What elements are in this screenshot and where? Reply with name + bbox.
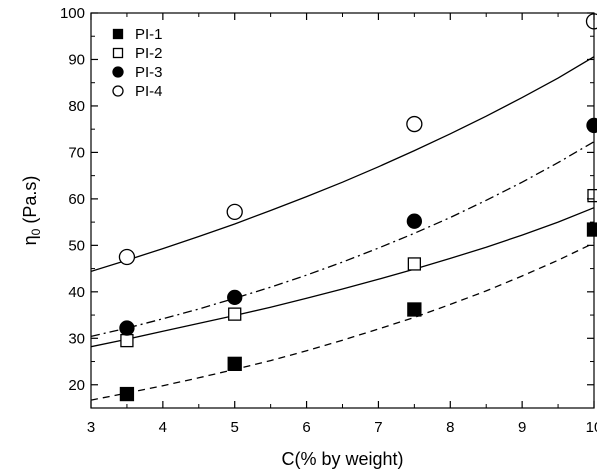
legend-marker-pi-4 — [112, 85, 124, 97]
data-point-pi-3 — [586, 117, 597, 134]
y-axis-title-subscript: 0 — [29, 228, 43, 235]
y-tick-label: 60 — [68, 191, 85, 208]
y-axis-title-symbol: η — [20, 235, 40, 245]
plot-frame — [90, 12, 595, 409]
data-point-pi-4 — [406, 115, 423, 133]
data-point-pi-3 — [406, 213, 423, 229]
legend-label-pi-3: PI-3 — [135, 64, 163, 81]
data-point-pi-4 — [585, 13, 597, 30]
x-tick-label: 6 — [302, 419, 310, 436]
data-point-pi-2 — [587, 188, 597, 203]
y-axis-title: η0 (Pa.s) — [20, 176, 43, 246]
data-point-pi-3 — [227, 289, 243, 306]
data-point-pi-1 — [407, 302, 422, 317]
fit-lines — [91, 53, 594, 401]
data-markers — [118, 13, 597, 402]
y-tick-label: 20 — [68, 377, 85, 394]
fit-line-pi-3 — [91, 139, 594, 338]
x-axis-ticks: 3 4 5 6 7 8 9 10 — [87, 13, 597, 436]
x-tick-label: 4 — [159, 419, 167, 436]
x-tick-label: 10 — [586, 419, 597, 436]
fit-line-pi-4 — [91, 53, 594, 273]
data-point-pi-1 — [586, 222, 597, 237]
legend-marker-pi-2 — [112, 47, 124, 59]
y-axis-ticks: 20 30 40 50 60 70 80 90 100 — [60, 5, 594, 409]
x-tick-label: 9 — [518, 419, 526, 436]
x-tick-label: 3 — [87, 419, 95, 436]
legend: PI-1 PI-2 PI-3 PI-4 — [112, 26, 163, 100]
fit-line-pi-1 — [91, 242, 594, 401]
legend-label-pi-4: PI-4 — [135, 83, 163, 100]
y-tick-label: 90 — [68, 51, 85, 68]
data-point-pi-1 — [119, 386, 135, 402]
y-tick-label: 100 — [60, 5, 85, 22]
legend-marker-pi-3 — [112, 66, 124, 78]
data-point-pi-4 — [118, 248, 136, 266]
y-tick-label: 40 — [68, 284, 85, 301]
y-tick-label: 30 — [68, 330, 85, 347]
y-tick-label: 50 — [68, 237, 85, 254]
data-point-pi-2 — [228, 307, 242, 321]
x-axis-title: C(% by weight) — [281, 449, 403, 469]
y-tick-label: 80 — [68, 98, 85, 115]
axes — [90, 12, 595, 409]
x-tick-label: 5 — [231, 419, 239, 436]
legend-label-pi-2: PI-2 — [135, 45, 163, 62]
x-tick-label: 8 — [446, 419, 454, 436]
x-tick-label: 7 — [374, 419, 382, 436]
fit-line-pi-2 — [91, 206, 594, 348]
data-point-pi-2 — [120, 333, 134, 348]
data-point-pi-1 — [227, 356, 242, 372]
data-point-pi-2 — [407, 257, 422, 271]
y-tick-label: 70 — [68, 144, 85, 161]
legend-label-pi-1: PI-1 — [135, 26, 163, 43]
legend-marker-pi-1 — [112, 28, 124, 40]
data-point-pi-3 — [119, 320, 135, 336]
y-axis-title-unit: (Pa.s) — [20, 176, 40, 229]
data-point-pi-4 — [226, 203, 243, 221]
